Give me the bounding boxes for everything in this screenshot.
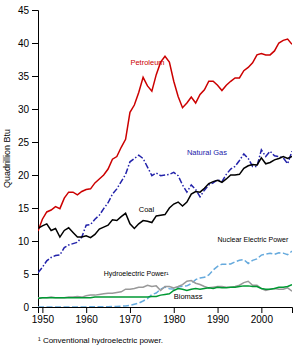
y-axis-line [32,11,39,308]
x-tick-label: 2000 [251,314,274,325]
annotation: Petroleum [130,58,164,67]
y-tick-label: 25 [18,137,30,148]
annotation: Biomass [174,292,203,301]
y-tick-label: 35 [18,71,30,82]
annotations: Petroleum Natural Gas Coal Nuclear Electric… [104,58,289,301]
y-tick-mark [32,307,38,308]
y-tick: 40 [18,38,38,49]
x-axis-line [39,308,293,314]
y-axis-title: Quadrillion Btu [2,129,12,188]
y-tick-mark [32,10,38,11]
y-tick: 25 [18,137,38,148]
y-tick-mark [32,142,38,143]
series-line [38,285,292,299]
series-line [38,157,292,238]
y-tick: 45 [18,5,38,16]
x-tick: 2000 [251,307,274,325]
y-tick-label: 20 [18,170,30,181]
x-axis: 1950 1960 1970 1980 1990 2000 [32,307,293,325]
y-tick-label: 5 [23,269,29,280]
x-tick-label: 1990 [207,314,230,325]
annotation: Nuclear Electric Power [218,236,289,243]
lines [38,39,292,307]
x-tick: 1950 [32,307,55,325]
series-line [38,281,292,298]
y-tick-mark [32,274,38,275]
y-tick-label: 45 [18,5,30,16]
y-tick: 30 [18,104,38,115]
x-tick: 1990 [207,307,230,325]
y-tick: 0 [23,302,38,313]
footnote: ¹ Conventional hydroelectric power. [38,336,163,345]
x-tick-mark [86,307,87,313]
x-tick: 1960 [76,307,99,325]
annotation: Hydroelectric Power¹ [104,270,170,278]
y-tick-mark [32,241,38,242]
x-tick: 1980 [163,307,186,325]
y-tick-mark [32,175,38,176]
series-line [38,39,292,231]
x-tick-label: 1970 [119,314,142,325]
y-tick: 20 [18,170,38,181]
x-tick-label: 1950 [32,314,55,325]
x-tick-label: 1960 [76,314,99,325]
y-tick-mark [32,109,38,110]
y-tick-mark [32,208,38,209]
y-tick-mark [32,76,38,77]
y-tick-label: 10 [18,236,30,247]
y-axis: 0 5 10 15 20 25 30 35 40 45 [18,5,39,313]
y-tick-label: 30 [18,104,30,115]
chart: 1950 1960 1970 1980 1990 2000 0 5 10 15 20 25 30 35 40… [0,0,300,349]
x-tick-mark [42,307,43,313]
y-tick-mark [32,43,38,44]
y-tick: 15 [18,203,38,214]
x-tick-mark [130,307,131,313]
y-tick: 35 [18,71,38,82]
y-tick: 5 [23,269,38,280]
y-tick: 10 [18,236,38,247]
x-tick-label: 1980 [163,314,186,325]
x-tick-mark [174,307,175,313]
plot-area: 1950 1960 1970 1980 1990 2000 0 5 10 15 20 25 30 35 40… [18,5,293,325]
series-line [38,251,292,307]
annotation: Coal [139,205,155,214]
x-tick-mark [261,307,262,313]
series-line [38,150,292,273]
y-tick-label: 0 [23,302,29,313]
annotation: Natural Gas [187,148,227,157]
x-tick: 1970 [119,307,142,325]
x-tick-mark [218,307,219,313]
y-tick-label: 40 [18,38,30,49]
y-tick-label: 15 [18,203,30,214]
